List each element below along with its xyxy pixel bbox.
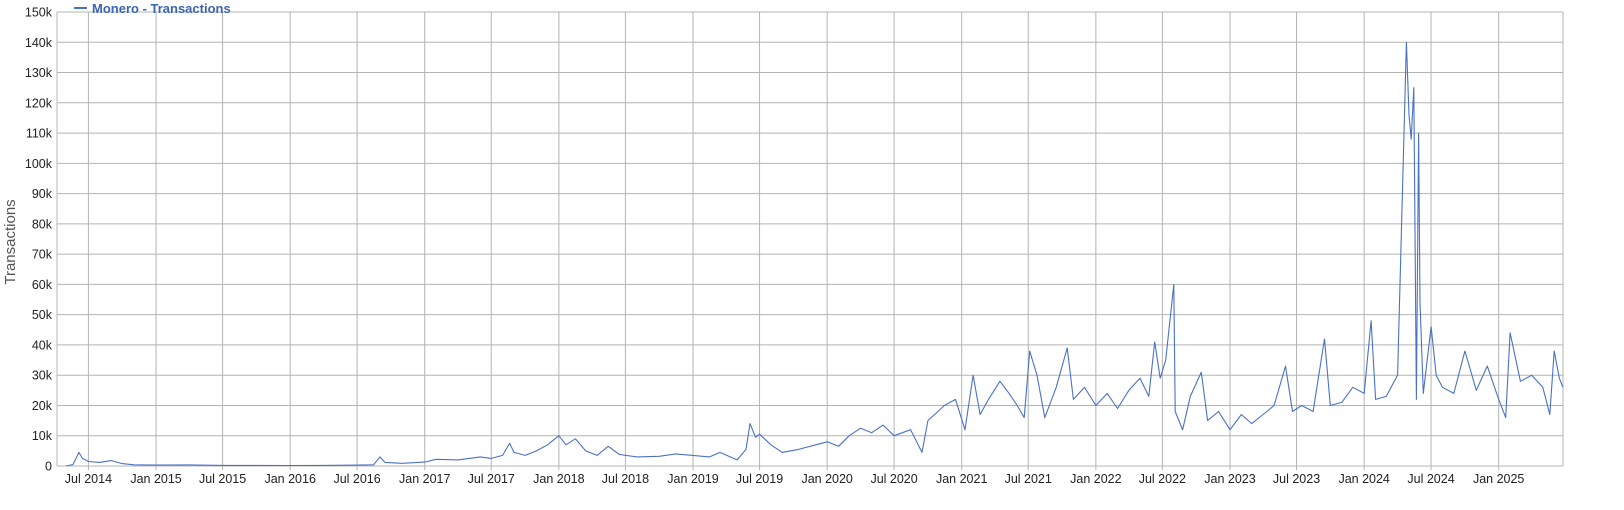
legend[interactable]: Monero - Transactions xyxy=(74,1,231,16)
x-tick-label: Jan 2015 xyxy=(130,472,181,486)
x-tick-label: Jul 2014 xyxy=(65,472,112,486)
y-tick-label: 40k xyxy=(32,338,53,352)
grid-lines xyxy=(56,11,1564,470)
y-tick-label: 120k xyxy=(25,96,53,110)
y-tick-label: 50k xyxy=(32,308,53,322)
x-tick-label: Jul 2015 xyxy=(199,472,246,486)
y-tick-label: 100k xyxy=(25,157,53,171)
y-tick-label: 20k xyxy=(32,399,53,413)
x-tick-label: Jan 2020 xyxy=(801,472,852,486)
x-tick-label: Jan 2025 xyxy=(1473,472,1524,486)
y-tick-label: 130k xyxy=(25,66,53,80)
y-axis: 150k 140k 130k 120k 110k 100k 90k 80k 70k 60k 50k 4… xyxy=(25,6,53,474)
x-tick-label: Jul 2020 xyxy=(870,472,917,486)
y-tick-label: 150k xyxy=(25,6,53,20)
y-tick-label: 0 xyxy=(45,460,52,474)
y-axis-title: Transactions xyxy=(2,199,19,284)
legend-label: Monero - Transactions xyxy=(92,1,231,16)
x-tick-label: Jul 2018 xyxy=(602,472,649,486)
x-tick-label: Jan 2018 xyxy=(533,472,584,486)
x-axis: Jul 2014 Jan 2015 Jul 2015 Jan 2016 Jul 2016… xyxy=(65,472,1525,486)
x-tick-label: Jan 2024 xyxy=(1338,472,1389,486)
x-tick-label: Jul 2017 xyxy=(468,472,515,486)
x-tick-label: Jan 2016 xyxy=(264,472,315,486)
y-tick-label: 70k xyxy=(32,248,53,262)
x-tick-label: Jan 2022 xyxy=(1070,472,1121,486)
y-tick-label: 90k xyxy=(32,187,53,201)
x-tick-label: Jul 2022 xyxy=(1139,472,1186,486)
x-tick-label: Jul 2019 xyxy=(736,472,783,486)
x-tick-label: Jan 2023 xyxy=(1204,472,1255,486)
y-tick-label: 110k xyxy=(26,127,53,141)
y-tick-label: 140k xyxy=(25,36,53,50)
x-tick-label: Jan 2019 xyxy=(667,472,718,486)
x-tick-label: Jul 2021 xyxy=(1005,472,1052,486)
x-tick-label: Jul 2016 xyxy=(333,472,380,486)
x-tick-label: Jul 2023 xyxy=(1273,472,1320,486)
series-layer xyxy=(65,41,1564,467)
x-tick-label: Jan 2021 xyxy=(936,472,987,486)
y-tick-label: 80k xyxy=(32,217,53,231)
x-tick-label: Jul 2024 xyxy=(1407,472,1454,486)
x-tick-label: Jan 2017 xyxy=(399,472,450,486)
y-tick-label: 60k xyxy=(32,278,53,292)
y-tick-label: 10k xyxy=(32,429,53,443)
series-line-monero-transactions xyxy=(65,41,1564,467)
y-tick-label: 30k xyxy=(32,369,53,383)
